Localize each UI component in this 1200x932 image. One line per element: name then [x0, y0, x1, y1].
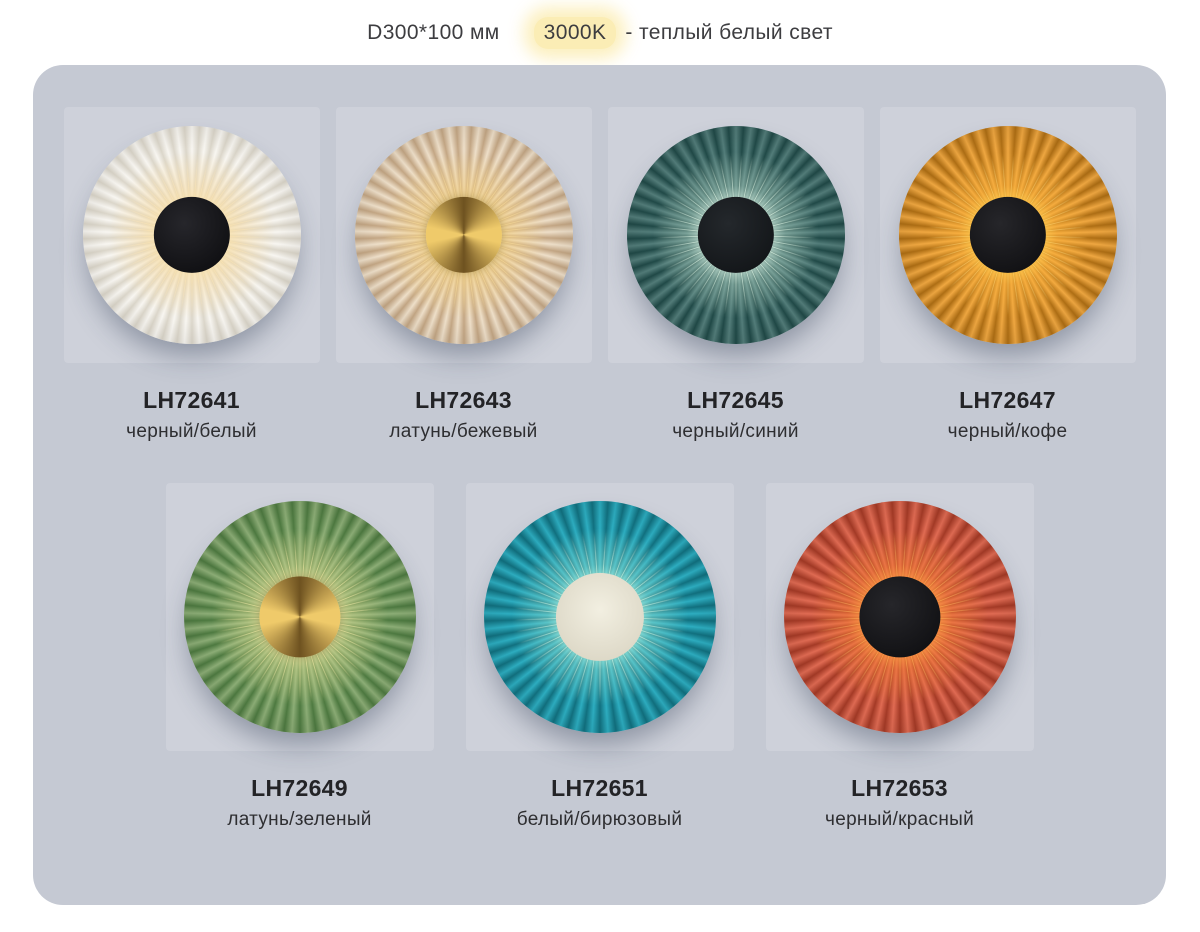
- lamp-photo: [607, 107, 864, 363]
- lamp-hub: [969, 196, 1046, 274]
- lamp-hub: [258, 576, 341, 658]
- lamp-image: [183, 501, 416, 733]
- lamp-photo: [879, 107, 1136, 363]
- product-card: LH72645 черный/синий: [600, 107, 872, 443]
- model-number: LH72641: [143, 387, 240, 413]
- lamp-photo: [165, 483, 434, 751]
- products-row-bottom: LH72649 латунь/зеленый LH72651 белый/бир…: [33, 483, 1166, 831]
- product-card: LH72641 черный/белый: [56, 107, 328, 443]
- header: D300*100 мм 3000K - теплый белый свет: [0, 0, 1200, 66]
- lamp-hub: [425, 196, 502, 274]
- temperature-line: 3000K - теплый белый свет: [533, 17, 833, 49]
- model-number: LH72643: [415, 387, 512, 413]
- model-number: LH72647: [959, 387, 1056, 413]
- color-variant: латунь/бежевый: [389, 421, 538, 442]
- lamp-image: [626, 126, 845, 344]
- lamp-photo: [63, 107, 320, 363]
- products-row-top: LH72641 черный/белый LH72643 латунь/беже…: [33, 107, 1166, 443]
- temperature-badge: 3000K: [533, 17, 617, 49]
- lamp-photo: [335, 107, 592, 363]
- lamp-image: [898, 126, 1117, 344]
- model-number: LH72649: [251, 775, 348, 801]
- lamp-photo: [465, 483, 734, 751]
- lamp-hub: [153, 196, 230, 274]
- dimensions-label: D300*100 мм: [367, 21, 500, 44]
- product-card: LH72643 латунь/бежевый: [328, 107, 600, 443]
- model-number: LH72653: [851, 775, 948, 801]
- color-variant: белый/бирюзовый: [516, 809, 683, 830]
- product-card: LH72653 черный/красный: [750, 483, 1050, 831]
- color-variant: черный/белый: [126, 421, 257, 442]
- color-variant: латунь/зеленый: [227, 809, 372, 830]
- model-number: LH72651: [551, 775, 648, 801]
- product-card: LH72651 белый/бирюзовый: [450, 483, 750, 831]
- lamp-photo: [765, 483, 1034, 751]
- temperature-description: - теплый белый свет: [625, 21, 833, 44]
- lamp-image: [783, 501, 1016, 733]
- product-card: LH72649 латунь/зеленый: [150, 483, 450, 831]
- lamp-image: [82, 126, 301, 344]
- model-number: LH72645: [687, 387, 784, 413]
- color-variant: черный/красный: [825, 809, 974, 830]
- lamp-hub: [858, 576, 941, 658]
- product-card: LH72647 черный/кофе: [872, 107, 1144, 443]
- color-variant: черный/кофе: [947, 421, 1068, 442]
- lamp-hub: [555, 572, 644, 662]
- lamp-image: [354, 126, 573, 344]
- lamp-hub: [697, 196, 774, 274]
- lamp-image: [483, 501, 716, 733]
- color-variant: черный/синий: [672, 421, 799, 442]
- products-panel: LH72641 черный/белый LH72643 латунь/беже…: [33, 65, 1166, 905]
